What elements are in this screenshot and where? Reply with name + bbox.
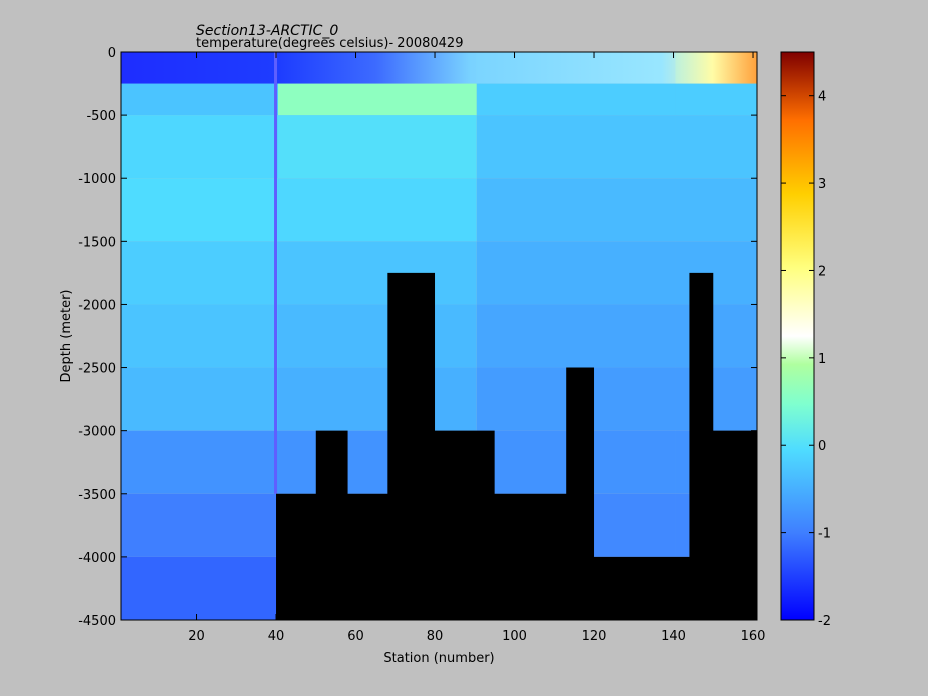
heat-cell — [278, 83, 477, 116]
x-tick-label: 160 — [741, 629, 766, 644]
x-tick-label: 40 — [268, 629, 285, 644]
y-axis-label: Depth (meter) — [59, 290, 74, 383]
seafloor-mask — [276, 272, 757, 620]
y-tick-label: -4000 — [78, 551, 116, 566]
heat-cell — [278, 178, 477, 242]
chart-title: Section13-ARCTIC_0 — [196, 23, 339, 39]
heat-cell — [121, 493, 279, 557]
heat-cell — [476, 241, 676, 305]
heat-cell — [476, 304, 676, 368]
heat-cell — [121, 556, 279, 620]
x-tick-label: 120 — [582, 629, 607, 644]
heat-cell — [476, 178, 676, 242]
colorbar-tick-label: 1 — [818, 352, 826, 367]
y-tick-label: -500 — [86, 109, 116, 124]
heat-cell — [476, 83, 676, 116]
y-tick-label: -3000 — [78, 425, 116, 440]
x-tick-label: 140 — [661, 629, 686, 644]
heat-cell — [278, 367, 477, 431]
x-tick-label: 100 — [502, 629, 527, 644]
colorbar-tick-label: 2 — [818, 264, 826, 279]
heat-cell — [675, 367, 757, 431]
heat-cell — [278, 115, 477, 179]
heat-cell — [121, 430, 279, 494]
heat-cell — [121, 115, 279, 179]
colorbar-tick-label: 4 — [818, 90, 826, 105]
y-tick-label: -4500 — [78, 614, 116, 629]
heat-cell — [675, 115, 757, 179]
heat-cell — [675, 83, 757, 116]
seafloor-area — [276, 272, 757, 620]
chart-subtitle: temperature(degrees celsius)- 20080429 — [196, 36, 464, 51]
y-tick-label: -1000 — [78, 172, 116, 187]
colorbar-tick-label: -1 — [818, 527, 831, 542]
heat-cell — [121, 83, 279, 116]
heat-cell — [278, 241, 477, 305]
colorbar-tick-label: -2 — [818, 614, 831, 629]
y-tick-label: -2000 — [78, 298, 116, 313]
heat-cell — [121, 367, 279, 431]
colorbar-gradient — [780, 51, 815, 621]
x-tick-label: 60 — [347, 629, 364, 644]
surface-layer — [121, 52, 757, 84]
heat-cell — [121, 178, 279, 242]
y-tick-label: -3500 — [78, 488, 116, 503]
colorbar-tick-label: 3 — [818, 177, 826, 192]
y-tick-label: 0 — [108, 46, 116, 61]
heat-cell — [121, 241, 279, 305]
heat-cell — [121, 304, 279, 368]
y-tick-label: -2500 — [78, 362, 116, 377]
station-track-line — [274, 52, 278, 494]
heat-cell — [278, 304, 477, 368]
heat-cell — [675, 241, 757, 305]
x-axis-label: Station (number) — [383, 651, 494, 666]
axes: 20 40 60 80 100 120 140 160 0 -500 -1000 -1500 -2000… — [59, 46, 765, 666]
heat-cell — [675, 178, 757, 242]
plot-frame — [120, 51, 758, 621]
y-tick-label: -1500 — [78, 235, 116, 250]
x-tick-label: 80 — [427, 629, 444, 644]
heat-cell — [476, 115, 676, 179]
colorbar: -2 -1 0 1 2 3 4 — [780, 51, 831, 629]
x-tick-label: 20 — [188, 629, 205, 644]
heat-cell — [675, 304, 757, 368]
colorbar-tick-label: 0 — [818, 439, 826, 454]
